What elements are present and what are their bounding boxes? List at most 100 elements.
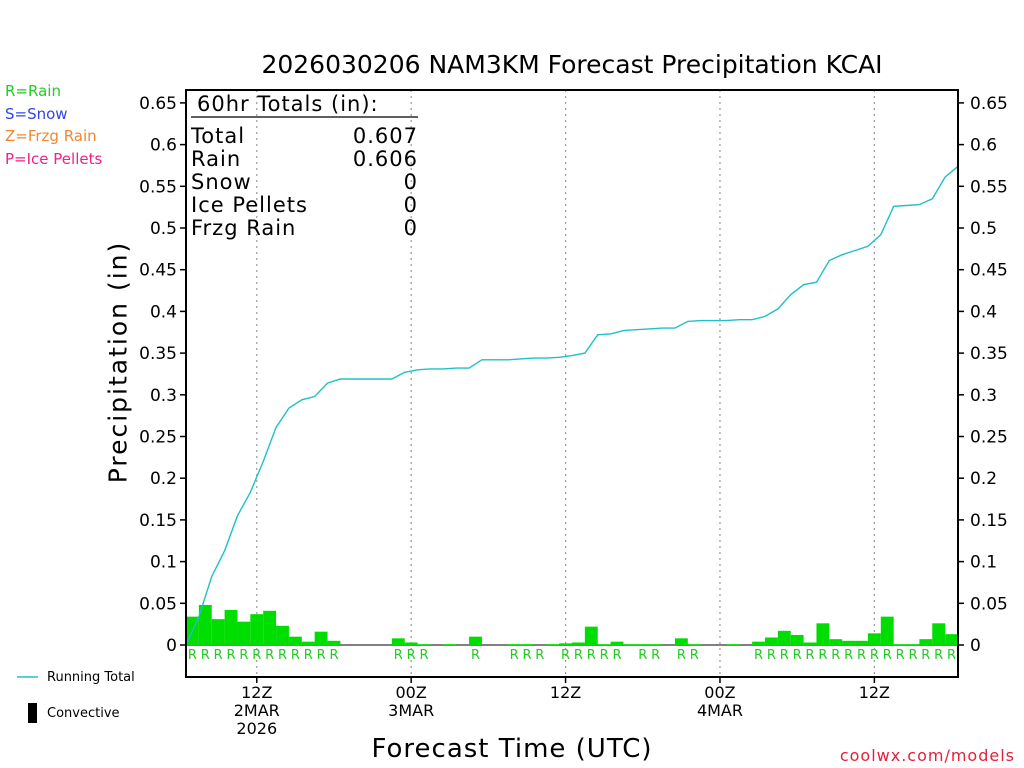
precip-type-marker: R: [754, 648, 763, 663]
y-tick-label-left: 0.4: [150, 302, 177, 322]
y-tick-label-right: 0.1: [970, 553, 997, 573]
precip-bar: [855, 640, 868, 645]
precip-bar: [597, 644, 611, 645]
y-tick-label-left: 0.6: [150, 136, 177, 156]
precip-bar: [404, 642, 418, 645]
precip-type-marker: R: [239, 648, 248, 663]
precip-bar: [250, 614, 264, 645]
y-tick-label-left: 0.25: [139, 428, 177, 448]
precip-type-marker: R: [394, 648, 403, 663]
x-tick-label: 3MAR: [388, 701, 434, 720]
axes: 0 00.05 0.050.1 0.10.15 0.150.2 0.20.25 0.250.…: [139, 89, 1008, 738]
precip-bar: [327, 640, 341, 645]
precip-bar: [224, 609, 238, 645]
precip-type-marker: R: [510, 648, 519, 663]
precip-type-marker: R: [677, 648, 686, 663]
precip-type-marker: R: [522, 648, 531, 663]
precip-type-marker: R: [201, 648, 210, 663]
y-tick-label-right: 0.25: [970, 428, 1008, 448]
precip-type-marker: R: [613, 648, 622, 663]
precip-type-marker: R: [535, 648, 544, 663]
y-tick-label-left: 0: [166, 636, 177, 656]
precip-bar: [687, 644, 701, 645]
precip-bar: [314, 631, 328, 645]
precip-type-marker: R: [844, 648, 853, 663]
precip-bar: [469, 636, 482, 645]
x-tick-label: 12Z: [550, 683, 581, 702]
precip-type-marker: R: [420, 648, 429, 663]
y-tick-label-right: 0.2: [970, 469, 997, 489]
precip-bar: [391, 638, 405, 645]
precip-bar: [636, 644, 650, 645]
precip-bar: [507, 644, 521, 645]
precip-type-marker: R: [690, 648, 699, 663]
precip-type-marker: R: [767, 648, 776, 663]
precip-bar: [301, 641, 315, 645]
running-total-line: [185, 165, 959, 646]
totals-value: 0: [404, 170, 418, 194]
precip-bar: [559, 643, 572, 645]
convective-swatch: [28, 703, 37, 723]
x-tick-label: 00Z: [704, 683, 735, 702]
precip-bar: [906, 644, 920, 645]
y-tick-label-right: 0: [970, 636, 981, 656]
precip-type-marker: R: [227, 648, 236, 663]
precip-bar: [584, 626, 598, 645]
precip-type-marker: R: [857, 648, 866, 663]
totals-label: Ice Pellets: [191, 193, 308, 217]
totals-value: 0.607: [353, 124, 418, 148]
precip-bar: [829, 639, 843, 645]
chart-title: 2026030206 NAM3KM Forecast Precipitation…: [261, 50, 883, 79]
precip-bar: [443, 644, 457, 645]
precip-bar: [610, 641, 624, 645]
precip-type-marker: R: [793, 648, 802, 663]
y-tick-label-left: 0.45: [139, 261, 177, 281]
totals-label: Rain: [191, 147, 241, 171]
x-tick-label: 12Z: [241, 683, 272, 702]
precip-bar: [674, 638, 688, 645]
precip-bar: [726, 644, 740, 645]
totals-value: 0: [404, 216, 418, 240]
precip-type-marker: R: [947, 648, 956, 663]
precip-type-marker: R: [304, 648, 313, 663]
precip-type-marker: R: [638, 648, 647, 663]
precip-bar: [417, 644, 431, 645]
legend-freezing-rain: Z=Frzg Rain: [5, 127, 97, 145]
precip-bar: [777, 630, 791, 645]
precip-bar: [816, 623, 830, 645]
y-tick-label-left: 0.1: [150, 553, 177, 573]
precip-type-marker: R: [896, 648, 905, 663]
totals-header: 60hr Totals (in):: [197, 92, 379, 116]
y-tick-label-right: 0.5: [970, 219, 997, 239]
precip-bar: [288, 636, 302, 645]
legend-rain: R=Rain: [5, 82, 61, 100]
precip-bar: [211, 619, 225, 645]
x-tick-label: 4MAR: [697, 701, 743, 720]
precip-bar: [237, 621, 251, 645]
x-tick-label: 2026: [236, 719, 277, 738]
precip-type-marker: R: [818, 648, 827, 663]
precip-bar: [842, 640, 856, 645]
y-tick-label-left: 0.15: [139, 511, 177, 531]
precip-bar: [752, 641, 765, 645]
precip-type-marker: R: [600, 648, 609, 663]
precip-type-marker: R: [407, 648, 416, 663]
y-tick-label-right: 0.55: [970, 177, 1008, 197]
x-tick-label: 2MAR: [234, 701, 280, 720]
y-tick-label-left: 0.2: [150, 469, 177, 489]
y-tick-label-right: 0.05: [970, 594, 1008, 614]
precip-type-marker: R: [908, 648, 917, 663]
precip-type-marker: R: [806, 648, 815, 663]
precip-type-marker: R: [870, 648, 879, 663]
y-tick-label-right: 0.65: [970, 94, 1008, 114]
precip-type-marker: R: [471, 648, 480, 663]
legend-running-total: Running Total: [47, 670, 135, 685]
precip-type-marker: R: [883, 648, 892, 663]
y-tick-label-right: 0.35: [970, 344, 1008, 364]
totals-table: 60hr Totals (in): Total 0.607 Rain 0.606 Snow…: [190, 92, 418, 240]
precip-type-marker: R: [291, 648, 300, 663]
precip-bar: [867, 633, 881, 645]
legend-symbols: [17, 676, 38, 723]
